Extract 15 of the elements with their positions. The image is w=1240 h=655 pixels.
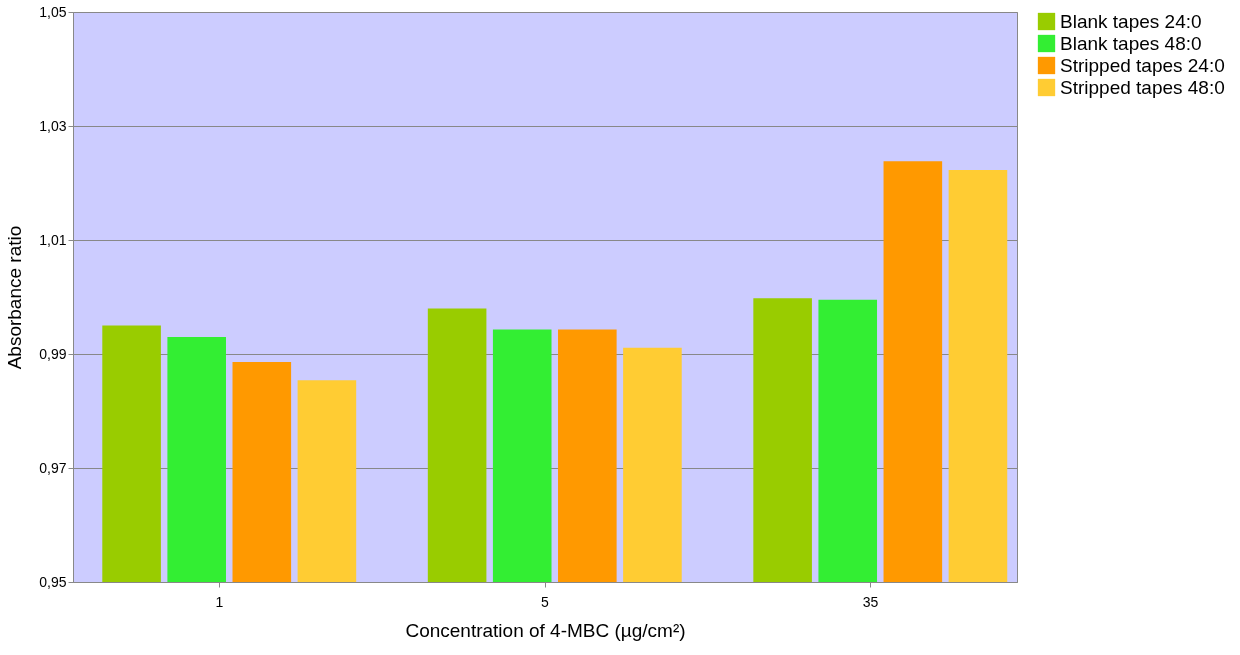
y-tick-label: 0,99 [39,345,67,362]
y-tick-label: 0,95 [39,573,67,590]
x-tick-label: 1 [215,593,224,610]
y-tick-label: 1,03 [39,117,67,134]
y-axis-title: Absorbance ratio [4,225,26,370]
legend-label: Stripped tapes 48:0 [1060,76,1225,98]
y-tick-label: 0,97 [39,459,67,476]
x-tick-label: 5 [541,593,550,610]
legend-label: Stripped tapes 24:0 [1060,54,1225,76]
legend-label: Blank tapes 24:0 [1060,10,1202,32]
legend-label: Blank tapes 48:0 [1060,32,1202,54]
y-tick-label: 1,05 [39,3,67,20]
x-tick-label: 35 [862,593,879,610]
x-axis-title: Concentration of 4-MBC (µg/cm²) [405,619,686,641]
y-tick-label: 1,01 [39,231,67,248]
